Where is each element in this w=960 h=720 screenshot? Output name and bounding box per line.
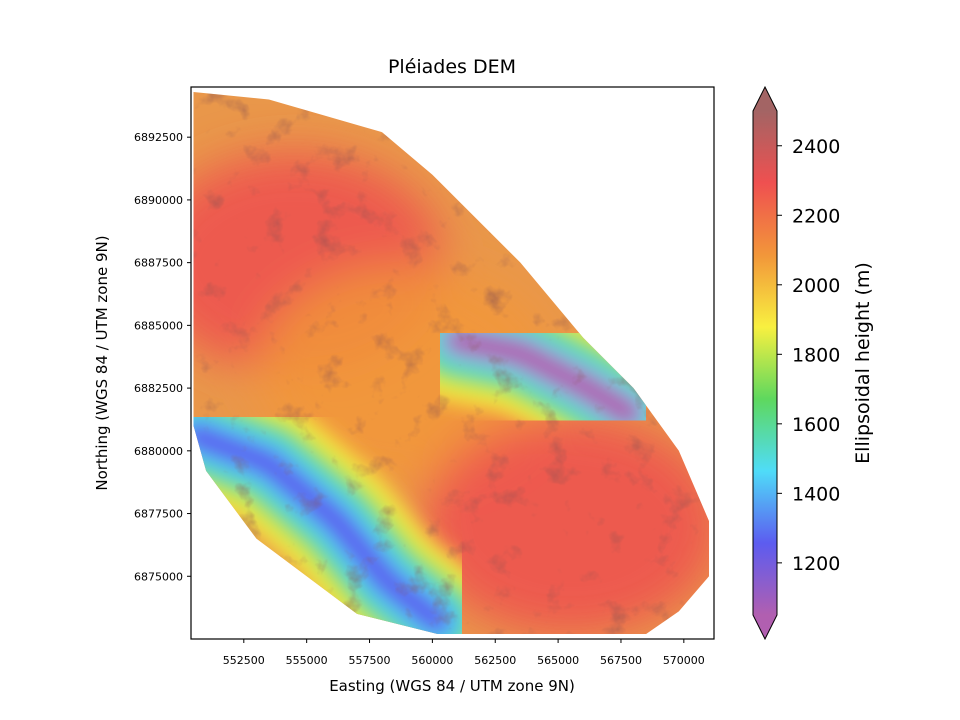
x-tick-label: 567500 <box>600 654 642 667</box>
colorbar-extend-bottom <box>753 615 777 639</box>
colorbar-outline <box>752 85 778 641</box>
y-tick-label: 6892500 <box>134 131 183 144</box>
colorbar-body <box>753 111 777 615</box>
y-tick-label: 6877500 <box>134 508 183 521</box>
x-axis: 552500 555000 557500 560000 562500 565000 5675… <box>223 639 705 667</box>
colorbar-tick-label: 1800 <box>792 344 840 366</box>
x-tick-label: 557500 <box>349 654 391 667</box>
colorbar-tick-label: 1200 <box>792 553 840 575</box>
x-tick-label: 560000 <box>411 654 453 667</box>
y-tick-label: 6882500 <box>134 382 183 395</box>
x-tick-label: 565000 <box>537 654 579 667</box>
y-tick-label: 6875000 <box>134 570 183 583</box>
y-tick-label: 6885000 <box>134 319 183 332</box>
colorbar-tick-label: 2400 <box>792 136 840 158</box>
terrain-shading <box>193 92 709 634</box>
colorbar-tick-label: 1400 <box>792 483 840 505</box>
colorbar: 1200 1400 1600 1800 2000 2200 2400 Ellipsoidal… <box>752 85 874 641</box>
x-tick-label: 555000 <box>286 654 328 667</box>
x-tick-label: 552500 <box>223 654 265 667</box>
y-tick-label: 6890000 <box>134 194 183 207</box>
x-tick-label: 562500 <box>474 654 516 667</box>
colorbar-extend-top <box>753 87 777 111</box>
chart-title: Pléiades DEM <box>388 56 516 78</box>
y-axis: 6875000 6877500 6880000 6882500 6885000 68875… <box>134 131 191 583</box>
y-axis-label: Northing (WGS 84 / UTM zone 9N) <box>93 235 111 490</box>
colorbar-tick-label: 2200 <box>792 205 840 227</box>
x-tick-label: 570000 <box>663 654 705 667</box>
colorbar-tick-label: 1600 <box>792 414 840 436</box>
x-axis-label: Easting (WGS 84 / UTM zone 9N) <box>329 677 575 695</box>
dem-raster <box>193 92 709 634</box>
plot-frame <box>190 86 715 640</box>
y-tick-label: 6887500 <box>134 257 183 270</box>
colorbar-tick-label: 2000 <box>792 275 840 297</box>
y-tick-label: 6880000 <box>134 445 183 458</box>
colorbar-label: Ellipsoidal height (m) <box>852 262 874 464</box>
